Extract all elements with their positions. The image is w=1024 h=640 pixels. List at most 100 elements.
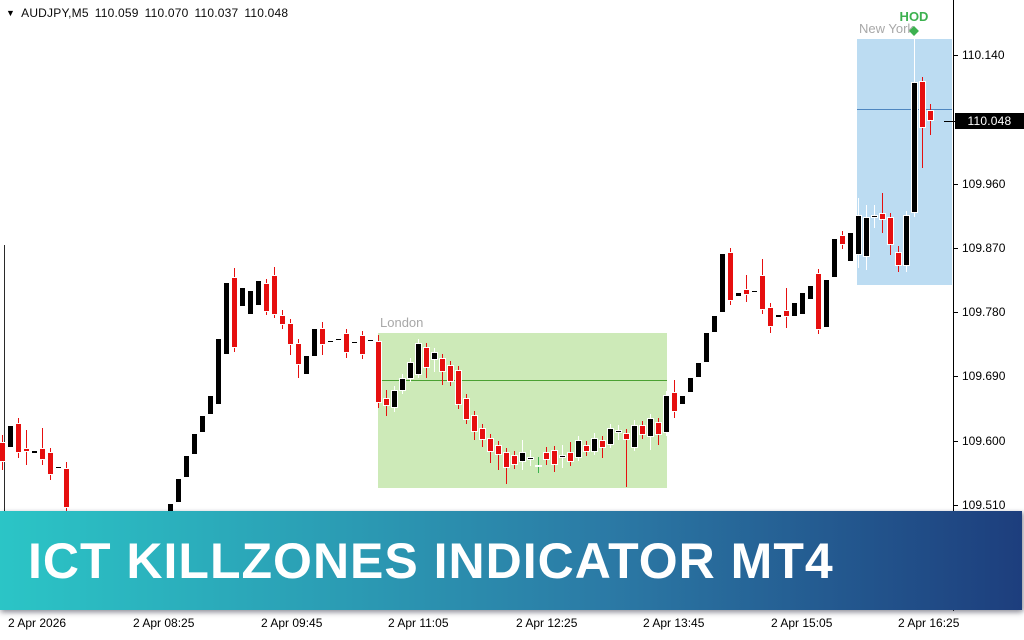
candle-body bbox=[255, 280, 262, 306]
candle-body bbox=[231, 277, 238, 348]
candle-body bbox=[311, 328, 318, 357]
candle-body bbox=[815, 273, 822, 330]
candle-body bbox=[799, 292, 806, 315]
candle-body bbox=[319, 328, 326, 345]
candle-body bbox=[735, 292, 742, 297]
candle-body bbox=[15, 423, 22, 453]
candle-wick bbox=[42, 428, 43, 465]
candle-body bbox=[751, 290, 758, 293]
candle-body bbox=[567, 452, 574, 462]
candle-body bbox=[191, 433, 198, 455]
candle-body bbox=[503, 452, 510, 468]
candle-body bbox=[0, 442, 6, 462]
candle-body bbox=[479, 428, 486, 440]
price-tick-label: 110.140 bbox=[962, 48, 1005, 62]
candle-body bbox=[655, 422, 662, 435]
candle-body bbox=[743, 289, 750, 295]
candle-body bbox=[591, 438, 598, 452]
symbol-dropdown-icon[interactable]: ▼ bbox=[6, 8, 16, 18]
candle-body bbox=[367, 339, 374, 342]
candle-body bbox=[663, 395, 670, 433]
candle-body bbox=[407, 362, 414, 379]
candle-body bbox=[239, 287, 246, 307]
price-tick-label: 109.870 bbox=[962, 241, 1006, 255]
candle-body bbox=[351, 341, 358, 344]
title-banner: ICT KILLZONES INDICATOR MT4 bbox=[0, 511, 1022, 610]
time-axis[interactable]: 2 Apr 2026 2 Apr 08:25 2 Apr 09:45 2 Apr 11… bbox=[0, 610, 1024, 640]
candle-wick bbox=[786, 288, 787, 328]
candle-body bbox=[375, 341, 382, 403]
candle-body bbox=[415, 343, 422, 375]
candle-body bbox=[39, 448, 46, 460]
candle-body bbox=[719, 253, 726, 313]
candle-body bbox=[391, 390, 398, 408]
candle-body bbox=[247, 290, 254, 315]
candle-body bbox=[623, 433, 630, 440]
candle-body bbox=[863, 217, 870, 257]
candle-body bbox=[527, 457, 534, 460]
price-tick bbox=[953, 184, 958, 185]
candle-body bbox=[687, 377, 694, 393]
candle-body bbox=[703, 332, 710, 363]
price-tick-label: 109.690 bbox=[962, 369, 1006, 383]
price-tick-label: 109.780 bbox=[962, 305, 1006, 319]
candle-body bbox=[55, 466, 62, 469]
candle-body bbox=[343, 333, 350, 353]
candle-body bbox=[511, 455, 518, 465]
candle-body bbox=[271, 275, 278, 315]
price-axis-border bbox=[953, 0, 954, 611]
price-tick-label: 109.960 bbox=[962, 177, 1006, 191]
candle-body bbox=[431, 352, 438, 360]
time-tick-label: 2 Apr 12:25 bbox=[516, 616, 578, 630]
candle-body bbox=[383, 398, 390, 406]
candle-body bbox=[679, 395, 686, 405]
candle-body bbox=[167, 503, 174, 512]
current-price-label: 110.048 bbox=[955, 113, 1024, 129]
killzone-open-line bbox=[857, 109, 952, 110]
candle-body bbox=[639, 425, 646, 435]
candle-body bbox=[223, 282, 230, 355]
candle-body bbox=[599, 440, 606, 448]
candle-body bbox=[559, 455, 566, 458]
candle-body bbox=[647, 418, 654, 437]
candle-body bbox=[839, 235, 846, 245]
candle-body bbox=[535, 465, 542, 467]
candle-body bbox=[63, 468, 70, 508]
time-tick-label: 2 Apr 09:45 bbox=[261, 616, 323, 630]
candle-body bbox=[607, 428, 614, 445]
price-tick bbox=[953, 505, 958, 506]
candle-body bbox=[927, 110, 934, 121]
candle-body bbox=[783, 310, 790, 317]
candle-body bbox=[871, 215, 878, 218]
candle-body bbox=[775, 314, 782, 318]
candle-body bbox=[279, 315, 286, 325]
candle-body bbox=[471, 415, 478, 432]
chart-header: ▼ AUDJPY,M5 110.059 110.070 110.037 110.… bbox=[6, 6, 288, 20]
candle-body bbox=[543, 452, 550, 460]
candle-body bbox=[263, 283, 270, 312]
candle-body bbox=[855, 215, 862, 255]
killzone-open-line bbox=[378, 380, 667, 381]
price-tick-label: 109.600 bbox=[962, 434, 1006, 448]
time-tick-label: 2 Apr 11:05 bbox=[388, 616, 449, 630]
chart-pane[interactable]: ▼ AUDJPY,M5 110.059 110.070 110.037 110.… bbox=[0, 0, 953, 512]
candle-body bbox=[359, 335, 366, 355]
ohlc-low: 110.037 bbox=[194, 6, 239, 20]
candle-body bbox=[879, 213, 886, 220]
candle-body bbox=[487, 438, 494, 452]
time-tick-label: 2 Apr 2026 bbox=[8, 616, 67, 630]
candle-body bbox=[399, 378, 406, 391]
ohlc-high: 110.070 bbox=[144, 6, 189, 20]
candle-wick bbox=[746, 275, 747, 302]
candle-body bbox=[631, 425, 638, 448]
day-separator-line bbox=[4, 245, 5, 511]
time-tick-label: 2 Apr 15:05 bbox=[771, 616, 833, 630]
candle-body bbox=[903, 215, 910, 266]
candle-body bbox=[887, 217, 894, 245]
time-tick-label: 2 Apr 08:25 bbox=[133, 616, 195, 630]
killzone-label: London bbox=[380, 315, 424, 330]
candle-body bbox=[303, 355, 310, 375]
price-tick bbox=[953, 248, 958, 249]
candle-body bbox=[215, 338, 222, 405]
candle-body bbox=[711, 315, 718, 333]
